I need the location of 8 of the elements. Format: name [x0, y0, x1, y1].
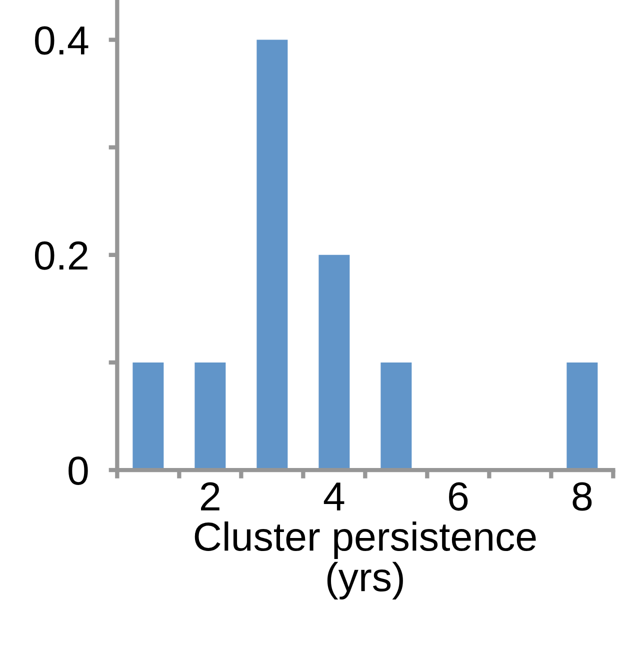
y-tick-label: 0.2 [34, 241, 88, 270]
y-tick-label: 0 [68, 456, 88, 486]
y-tick-label: 0.4 [34, 26, 88, 55]
x-axis-title: Cluster persistence (yrs) [194, 521, 536, 600]
x-tick-label: 2 [201, 482, 220, 510]
x-tick-label: 8 [572, 482, 592, 511]
x-tick-label: 4 [324, 482, 344, 510]
x-tick-label: 6 [449, 482, 468, 511]
